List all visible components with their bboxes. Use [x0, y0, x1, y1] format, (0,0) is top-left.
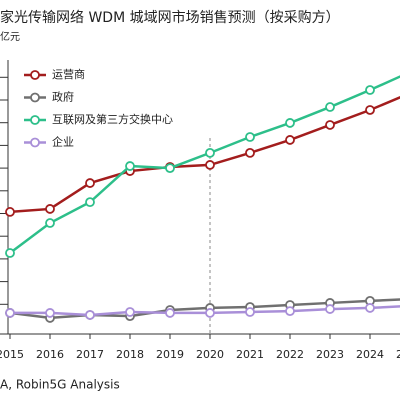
point [45, 218, 55, 228]
x-tick-label: 2017 [76, 348, 104, 361]
x-tick-label: 2020 [196, 348, 224, 361]
point [285, 118, 295, 128]
source: A, Robin5G Analysis [0, 378, 120, 392]
x-tick-label: 2019 [156, 348, 184, 361]
point [85, 310, 95, 320]
point [5, 308, 15, 318]
x-tick-label: 2025 [396, 348, 400, 361]
point [85, 178, 95, 188]
point [5, 207, 15, 217]
point [285, 135, 295, 145]
legend-label: 政府 [52, 90, 74, 104]
x-tick-label: 2018 [116, 348, 144, 361]
point [285, 306, 295, 317]
series-line [9, 96, 400, 214]
point [205, 308, 215, 318]
point [325, 120, 335, 130]
legend-label: 互联网及第三方交换中心 [52, 112, 173, 126]
point [365, 85, 375, 95]
point [125, 161, 135, 171]
point [125, 307, 135, 317]
point [5, 248, 15, 258]
legend-marker [30, 70, 40, 80]
point [325, 304, 335, 314]
x-tick-label: 2015 [0, 348, 24, 361]
point [325, 102, 335, 112]
point [205, 160, 215, 170]
point [45, 204, 55, 214]
legend-label: 企业 [52, 135, 74, 149]
legend-label: 运营商 [52, 67, 85, 81]
legend-marker [30, 137, 40, 148]
point [85, 197, 95, 208]
point [165, 163, 175, 174]
point [245, 147, 255, 158]
chart-subtitle: 亿元 [0, 30, 20, 43]
point [365, 303, 375, 313]
x-tick-label: 2024 [356, 348, 384, 361]
legend-marker [30, 92, 40, 103]
point [245, 132, 255, 142]
point [165, 308, 175, 318]
point [245, 307, 255, 317]
point [205, 147, 215, 158]
legend-marker [30, 115, 40, 125]
point [45, 308, 55, 318]
x-tick-label: 2023 [316, 348, 344, 361]
x-tick-label: 2021 [236, 348, 264, 361]
point [365, 105, 375, 115]
x-tick-label: 2016 [36, 348, 64, 361]
x-tick-label: 2022 [276, 348, 304, 361]
chart-title: 家光传输网络 WDM 城域网市场销售预测（按采购方） [0, 9, 340, 26]
